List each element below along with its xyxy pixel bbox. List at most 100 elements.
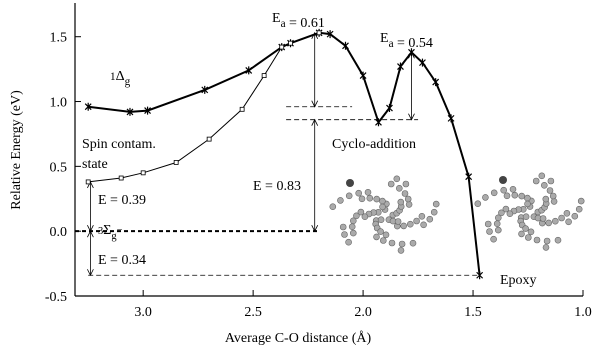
annotation-part: Epoxy [500,273,537,288]
annotation-part: Σ [103,223,111,238]
atom [543,196,549,202]
chart: Average C-O distance (Å) Relative Energy… [0,0,600,352]
atom [546,220,552,226]
annotation-part: E = 0.83 [253,179,301,194]
square-marker [207,137,211,141]
atom [519,193,525,199]
atom [544,238,550,244]
series-line [88,33,319,182]
star-marker [419,59,425,67]
atom [346,239,352,245]
molecule-images [330,173,584,254]
atom [374,234,380,240]
atom [374,196,380,202]
atom [555,237,561,243]
annotation: E = 0.39 [98,193,146,208]
atom [346,193,352,199]
y-tick-label: 0.5 [50,160,68,175]
atom [337,197,343,203]
atom [487,229,493,235]
atom [389,240,395,246]
x-tick-label: 2.5 [244,305,262,320]
annotation-part: E [272,11,281,26]
atom [398,247,404,253]
atom [349,224,355,230]
annotation: 3Σg− [98,223,123,242]
star-marker [375,118,381,126]
y-tick-label: 1.0 [50,96,68,111]
atom [402,191,408,197]
y-axis-label: Relative Energy (eV) [9,90,24,210]
atom [495,227,501,233]
square-marker [317,31,321,35]
atom [365,189,371,195]
atom [380,204,386,210]
x-tick-label: 1.0 [574,305,592,320]
atom [491,190,497,196]
atom [534,237,540,243]
atom [523,214,529,220]
atom [330,204,336,210]
atom [541,182,547,188]
atom [421,222,427,228]
star-marker [466,173,472,181]
atom [578,198,584,204]
atom [410,240,416,246]
atom [403,181,409,187]
star-marker [433,78,439,86]
annotation-part: − [117,225,123,236]
atom [388,181,394,187]
star-marker [397,63,403,71]
atom [491,236,497,242]
atom [485,221,491,227]
atom [427,216,433,222]
y-tick-label: 0.0 [50,225,68,240]
atom [495,215,501,221]
atom [359,196,365,202]
annotation: Ea = 0.54 [380,31,433,51]
oxygen-atom [346,179,354,187]
annotation-part: E = 0.39 [98,193,146,208]
square-marker [289,41,293,45]
atom [405,196,411,202]
atom [356,190,362,196]
atom [398,199,404,205]
star-marker [448,114,454,122]
atom [340,224,346,230]
atom [401,223,407,229]
square-marker [174,160,178,164]
square-marker [240,107,244,111]
atom [431,209,437,215]
atom [543,244,549,250]
square-marker [119,176,123,180]
x-axis-label: Average C-O distance (Å) [225,330,372,346]
annotation: state [82,157,108,172]
atom [383,232,389,238]
atom [350,218,356,224]
x-tick-label: 2.0 [354,305,372,320]
atom [523,226,529,232]
atom [433,201,439,207]
annotation-part: = 0.61 [286,16,325,31]
atom [539,173,545,179]
atom [380,238,386,244]
atom [367,195,373,201]
atom [525,201,531,207]
square-marker [280,45,284,49]
annotation: Cyclo-addition [332,137,416,152]
atom [564,210,570,216]
atom [504,193,510,199]
star-marker [342,42,348,50]
square-marker [86,180,90,184]
annotation-part: Cyclo-addition [332,137,416,152]
annotation-part: g [125,76,131,88]
atom [566,219,572,225]
atom [533,178,539,184]
atom [551,198,557,204]
atom [528,229,534,235]
atom [572,213,578,219]
annotation: Spin contam. [82,137,156,152]
atom [342,232,348,238]
oxygen-atom [499,176,507,184]
annotation-part: E = 0.34 [98,253,146,268]
